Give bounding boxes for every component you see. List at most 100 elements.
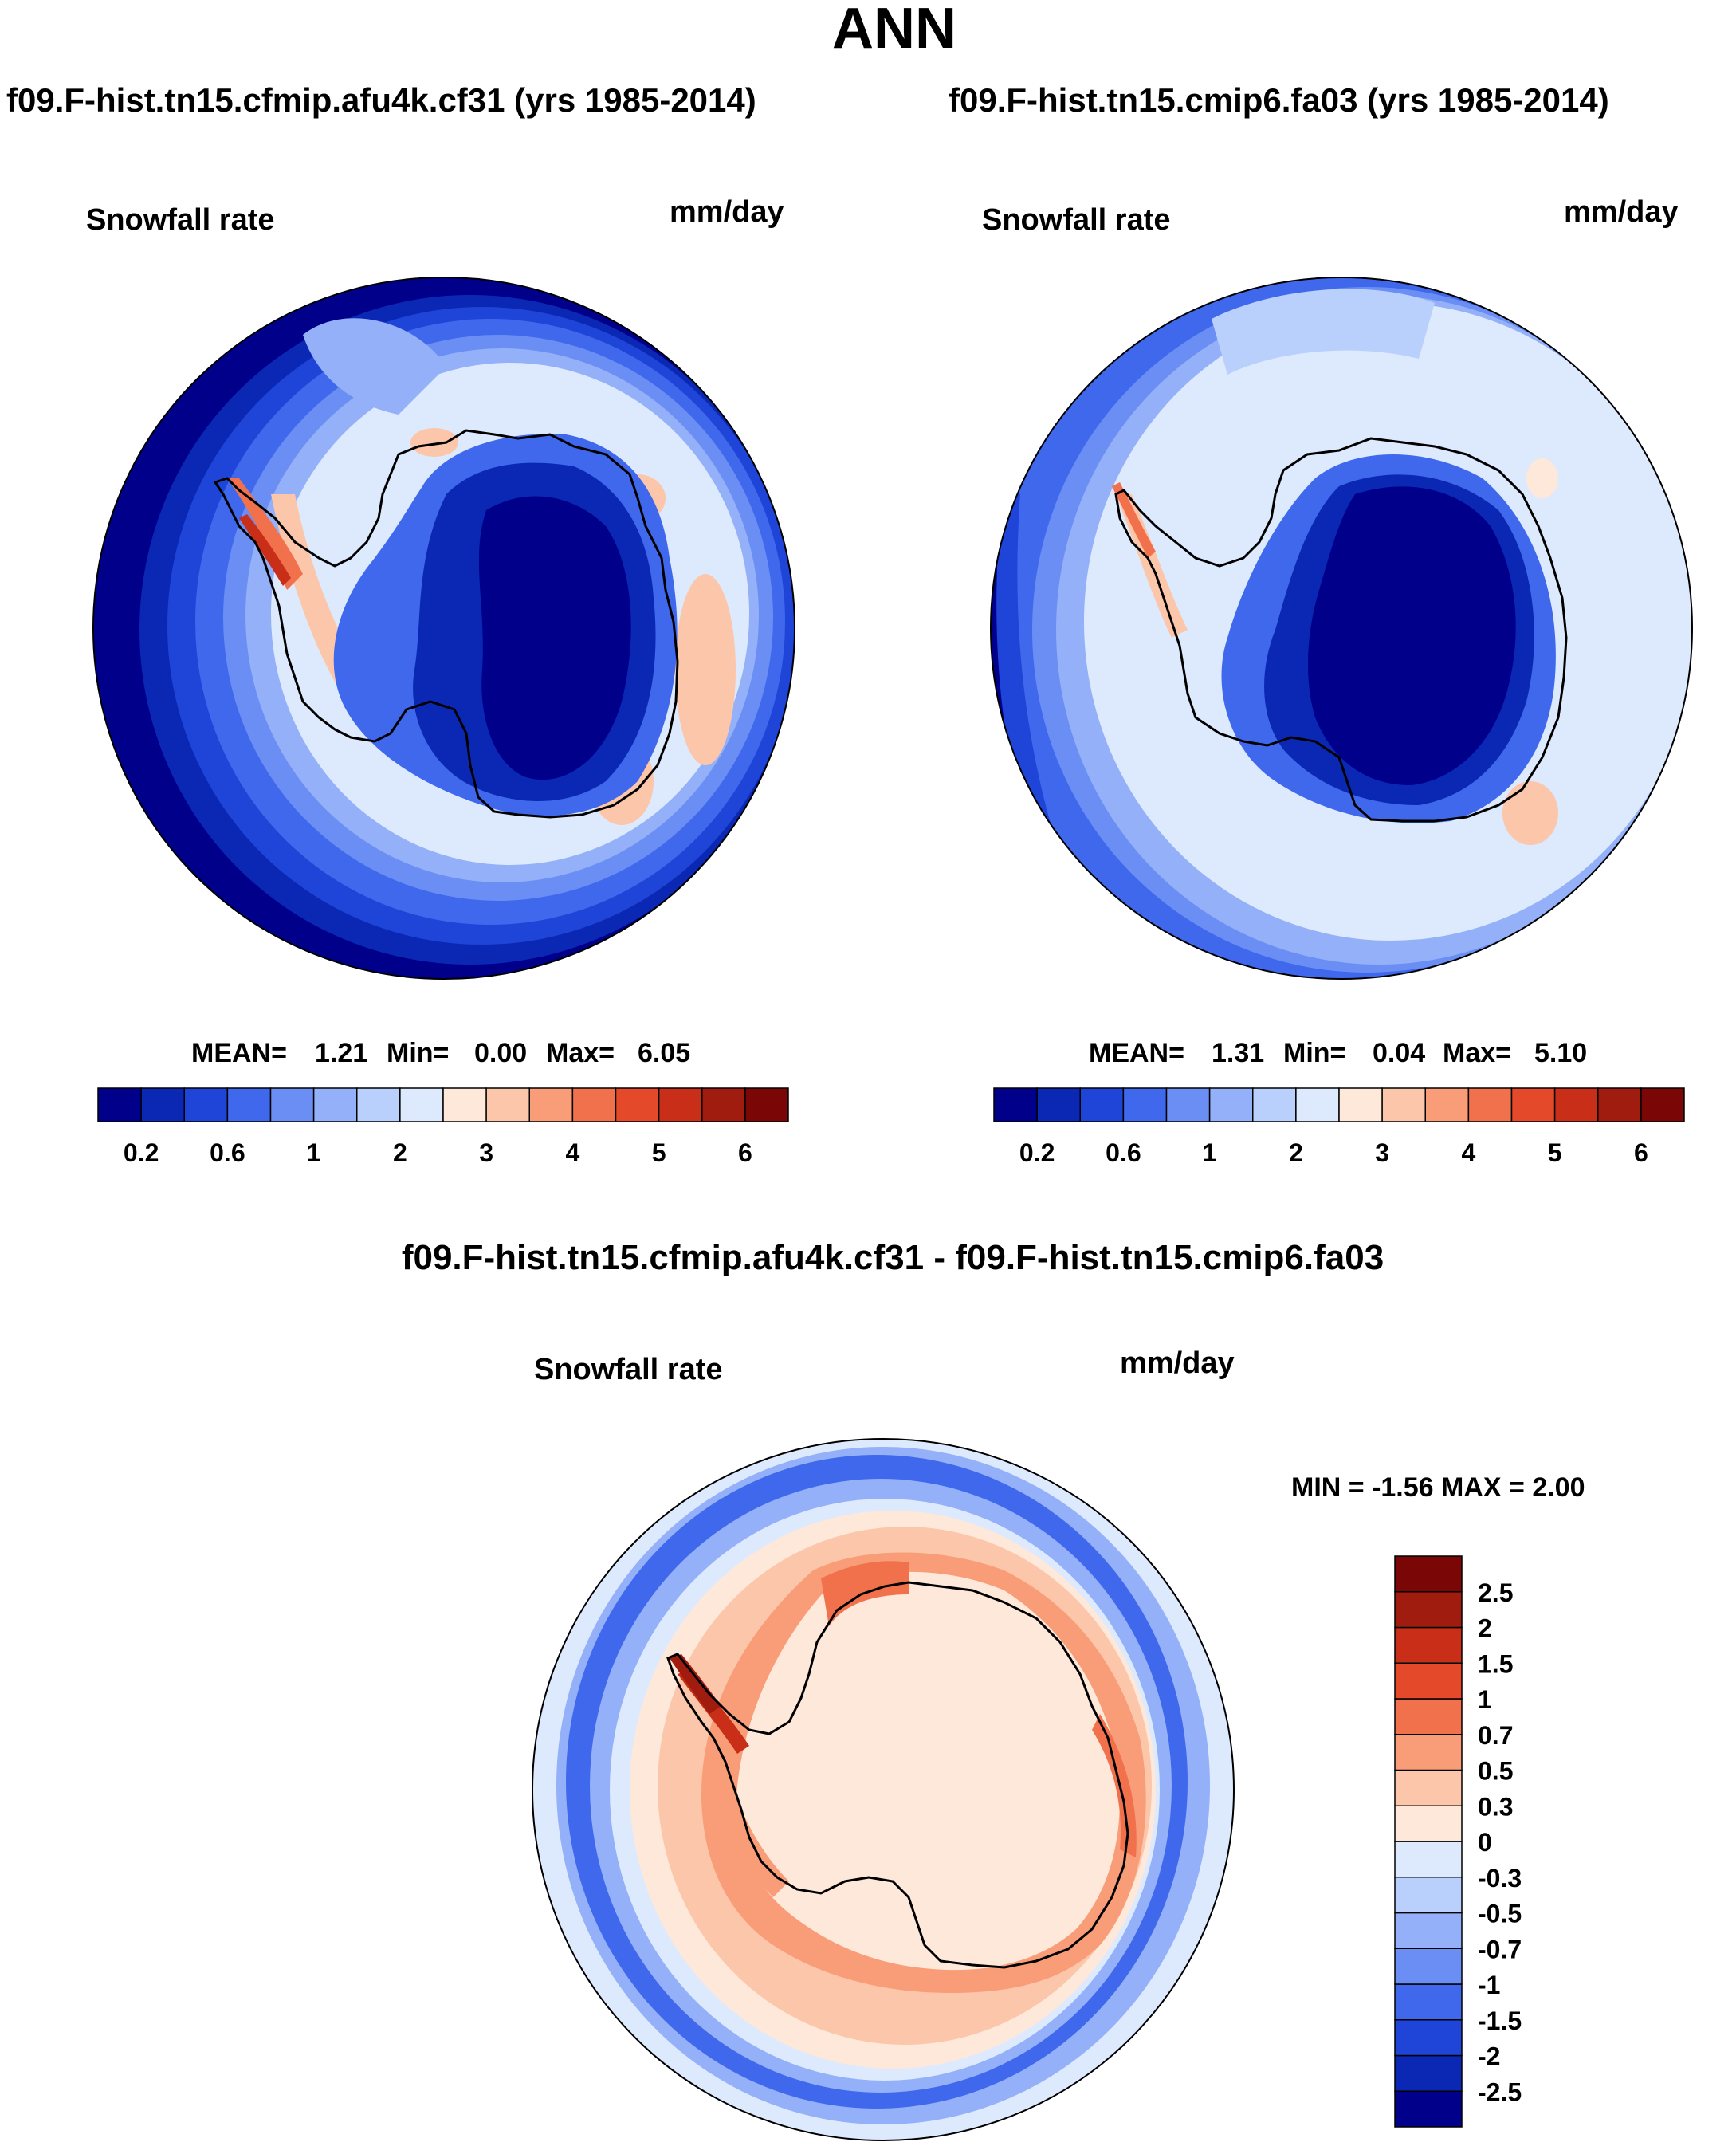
panel-a-colorbar-box xyxy=(226,1087,272,1122)
diff-colorbar-box xyxy=(1394,1591,1463,1629)
interior-core xyxy=(478,496,631,780)
stat-mean-label: MEAN= xyxy=(191,1038,287,1068)
diff-polar-map xyxy=(532,1439,1234,2140)
panel-b-colorbar-box xyxy=(1424,1087,1470,1122)
ring xyxy=(991,518,1016,797)
panel-a-colorbar-box xyxy=(312,1087,358,1122)
diff-colorbar-box xyxy=(1394,1841,1463,1878)
panel-b-colorbar-box xyxy=(1640,1087,1685,1122)
stat-max-value: 5.10 xyxy=(1534,1038,1587,1068)
panel-b-colorbar-box xyxy=(1467,1087,1513,1122)
panel-b-colorbar-box xyxy=(1079,1087,1125,1122)
panel-b-colorbar-tick-label: 1 xyxy=(1203,1138,1217,1167)
panel-b-colorbar: 0.2 0.6 1 2 3 4 5 6 xyxy=(993,1087,1685,1167)
diff-colorbar-tick-label: 1 xyxy=(1478,1685,1492,1714)
diff-colorbar-box xyxy=(1394,1662,1463,1700)
panel-a-colorbar-box xyxy=(528,1087,574,1122)
ring xyxy=(991,494,1052,845)
panel-a-colorbar-box xyxy=(399,1087,444,1122)
blob-warm xyxy=(410,428,458,457)
diff-colorbar-box xyxy=(1394,1626,1463,1664)
diff-colorbar-tick-label: 2.5 xyxy=(1478,1578,1513,1607)
diff-variable-label: Snowfall rate xyxy=(534,1353,723,1386)
diff-colorbar-tick-label: -0.7 xyxy=(1478,1935,1522,1963)
diff-colorbar-tick-label: -1 xyxy=(1478,1971,1500,1999)
stat-min-label: Min= xyxy=(387,1038,449,1068)
peninsula-hot xyxy=(227,478,303,590)
antarctica-coastline xyxy=(666,1581,1129,1969)
panel-b-colorbar-box xyxy=(1036,1087,1081,1122)
diff-colorbar-tick-label: -0.3 xyxy=(1478,1864,1522,1892)
panel-b-stats: MEAN= 1.31 Min= 0.04 Max= 5.10 xyxy=(1089,1038,1587,1068)
stat-min-value: 0.00 xyxy=(474,1038,527,1068)
panel-a-case-title: f09.F-hist.tn15.cfmip.afu4k.cf31 (yrs 19… xyxy=(6,81,756,119)
panel-b-colorbar-tick-label: 4 xyxy=(1461,1138,1475,1167)
diff-colorbar-tick-label: 0 xyxy=(1478,1828,1492,1857)
diff-colorbar-tick-label: 0.7 xyxy=(1478,1721,1513,1750)
blob-warm xyxy=(1526,458,1558,498)
panel-b-case-title: f09.F-hist.tn15.cmip6.fa03 (yrs 1985-201… xyxy=(949,81,1609,119)
panel-b-colorbar-box xyxy=(993,1087,1038,1122)
panel-b-colorbar-tick-label: 2 xyxy=(1289,1138,1303,1167)
panel-a-colorbar-box xyxy=(485,1087,530,1122)
panel-a-colorbar: 0.2 0.6 1 2 3 4 5 6 xyxy=(97,1087,789,1167)
diff-colorbar-tick-label: -1.5 xyxy=(1478,2006,1522,2035)
panel-model-b: f09.F-hist.tn15.cmip6.fa03 (yrs 1985-201… xyxy=(949,81,1693,1167)
diff-colorbar: -2.5 -2 -1.5 -1 -0.7 -0.5 -0.3 0 0.3 0.5 0.7 1 1.5 2 2… xyxy=(1394,1555,1522,2128)
panel-a-colorbar-box xyxy=(615,1087,660,1122)
blob-warm xyxy=(1502,781,1558,845)
stat-max-label: Max= xyxy=(1443,1038,1511,1068)
panel-a-colorbar-box xyxy=(356,1087,401,1122)
stat-mean-value: 1.21 xyxy=(315,1038,367,1068)
panel-b-colorbar-tick-label: 3 xyxy=(1375,1138,1389,1167)
panel-a-colorbar-box xyxy=(701,1087,746,1122)
diff-colorbar-box xyxy=(1394,2019,1463,2057)
panel-b-colorbar-box xyxy=(1338,1087,1383,1122)
panel-a-polar-map xyxy=(93,277,795,979)
diff-colorbar-box xyxy=(1394,1805,1463,1842)
panel-b-colorbar-box xyxy=(1597,1087,1642,1122)
diff-colorbar-tick-label: 0.5 xyxy=(1478,1757,1513,1786)
stat-mean-value: 1.31 xyxy=(1212,1038,1264,1068)
diff-colorbar-tick-label: 2 xyxy=(1478,1614,1492,1643)
panel-a-colorbar-box xyxy=(744,1087,789,1122)
panel-b-colorbar-box xyxy=(1208,1087,1254,1122)
panel-b-colorbar-box xyxy=(1381,1087,1426,1122)
stat-min-value: 0.04 xyxy=(1373,1038,1425,1068)
diff-colorbar-box xyxy=(1394,1912,1463,1949)
panel-a-colorbar-box xyxy=(269,1087,315,1122)
interior-core xyxy=(1307,486,1516,785)
diff-colorbar-tick-label: -2.5 xyxy=(1478,2077,1522,2106)
diff-min-max-label: MIN = -1.56 MAX = 2.00 xyxy=(1291,1472,1585,1503)
panel-b-polar-map xyxy=(991,277,1692,979)
panel-a-colorbar-box xyxy=(571,1087,617,1122)
blob-warm xyxy=(675,574,736,765)
panel-a-variable-label: Snowfall rate xyxy=(86,203,275,237)
panel-a-stats: MEAN= 1.21 Min= 0.00 Max= 6.05 xyxy=(191,1038,690,1068)
stat-min-label: Min= xyxy=(1283,1038,1345,1068)
panel-difference: f09.F-hist.tn15.cfmip.afu4k.cf31 - f09.F… xyxy=(402,1238,1585,2141)
panel-b-colorbar-box xyxy=(1510,1087,1556,1122)
panel-a-map-border xyxy=(92,277,795,980)
blob xyxy=(303,318,446,415)
figure-title: ANN xyxy=(832,0,956,61)
panel-b-map-border xyxy=(990,277,1693,980)
panel-b-units-label: mm/day xyxy=(1564,195,1679,229)
diff-colorbar-box xyxy=(1394,1948,1463,1985)
diff-colorbar-box xyxy=(1394,1769,1463,1806)
panel-b-variable-label: Snowfall rate xyxy=(982,203,1171,237)
panel-a-colorbar-tick-label: 5 xyxy=(652,1138,666,1167)
diff-colorbar-box xyxy=(1394,1983,1463,2021)
stat-max-label: Max= xyxy=(546,1038,615,1068)
panel-b-colorbar-box xyxy=(1252,1087,1297,1122)
blob xyxy=(1212,289,1435,375)
panel-a-colorbar-tick-label: 1 xyxy=(307,1138,321,1167)
panel-a-colorbar-box xyxy=(442,1087,487,1122)
panel-b-colorbar-box xyxy=(1122,1087,1168,1122)
diff-colorbar-box xyxy=(1394,1555,1463,1593)
diff-colorbar-box xyxy=(1394,1734,1463,1771)
interior-light xyxy=(736,1571,1120,1971)
diff-map-border xyxy=(532,1438,1235,2141)
panel-b-colorbar-tick-label: 0.2 xyxy=(1019,1138,1055,1167)
panel-model-a: f09.F-hist.tn15.cfmip.afu4k.cf31 (yrs 19… xyxy=(6,81,795,1167)
